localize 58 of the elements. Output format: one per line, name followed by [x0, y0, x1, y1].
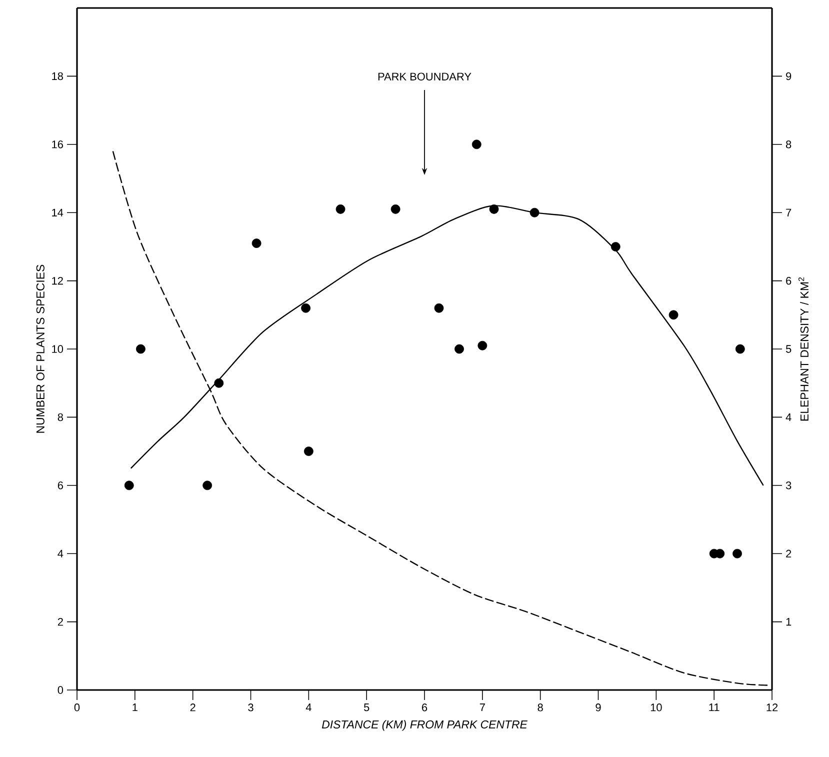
x-tick-label: 4	[306, 704, 312, 712]
line-series	[130, 205, 764, 486]
y-axis-title: NUMBER OF PLANTS SPECIES	[36, 264, 44, 433]
y2-tick-label: 9	[786, 72, 792, 80]
y-tick-label: 0	[58, 686, 64, 694]
x-tick-label: 2	[190, 704, 196, 712]
x-tick-label: 7	[480, 704, 485, 712]
annotation: PARK BOUNDARY	[378, 72, 472, 80]
x-tick-label: 0	[74, 704, 80, 712]
point	[214, 378, 224, 388]
y2-tick-label: 6	[786, 276, 792, 285]
x-tick-label: 6	[422, 704, 428, 712]
x-tick-label: 12	[766, 704, 778, 712]
y2-tick-label: 8	[786, 140, 792, 148]
point	[668, 310, 678, 320]
point	[336, 204, 346, 214]
y-tick-label: 16	[52, 140, 63, 148]
point	[434, 303, 444, 313]
y-tick-label: 6	[58, 482, 63, 490]
x-axis-title: DISTANCE (KM) FROM PARK CENTRE	[322, 720, 528, 731]
x-tick-label: 3	[248, 704, 254, 712]
y-tick-label: 2	[58, 618, 63, 626]
point	[390, 204, 400, 214]
point	[301, 303, 310, 313]
point	[252, 238, 262, 248]
x-tick-label: 5	[364, 704, 370, 712]
x-tick-label: 1	[132, 704, 138, 712]
point	[735, 344, 745, 354]
point	[304, 446, 314, 456]
y-tick-label: 18	[52, 72, 63, 80]
y-tick-label: 12	[52, 276, 63, 285]
point	[454, 344, 464, 354]
y2-tick-label: 3	[786, 482, 792, 490]
y2-tick-label: 2	[786, 550, 792, 558]
y2-tick-label: 7	[786, 208, 792, 216]
line-series	[112, 150, 769, 686]
point	[732, 548, 742, 558]
y2-tick-label: 4	[786, 413, 792, 421]
point	[136, 344, 146, 354]
y2-tick-label: 1	[786, 618, 792, 626]
point	[530, 208, 540, 218]
y2-tick-label: 5	[786, 345, 792, 353]
x-tick-label: 11	[709, 704, 720, 712]
x-tick-label: 9	[596, 704, 601, 712]
y-tick-label: 10	[52, 345, 64, 353]
point	[202, 480, 212, 490]
y-tick-label: 4	[58, 550, 64, 558]
y-tick-label: 8	[58, 413, 63, 422]
point	[489, 204, 499, 214]
point	[124, 480, 134, 490]
y2-axis-title: ELEPHANT DENSITY / KM$^{2}$	[798, 277, 809, 421]
point	[478, 340, 488, 350]
x-tick-label: 10	[650, 704, 662, 712]
y-tick-label: 14	[52, 208, 64, 216]
point	[610, 242, 620, 252]
point	[715, 548, 725, 558]
point	[472, 140, 482, 150]
x-tick-label: 8	[538, 704, 543, 712]
